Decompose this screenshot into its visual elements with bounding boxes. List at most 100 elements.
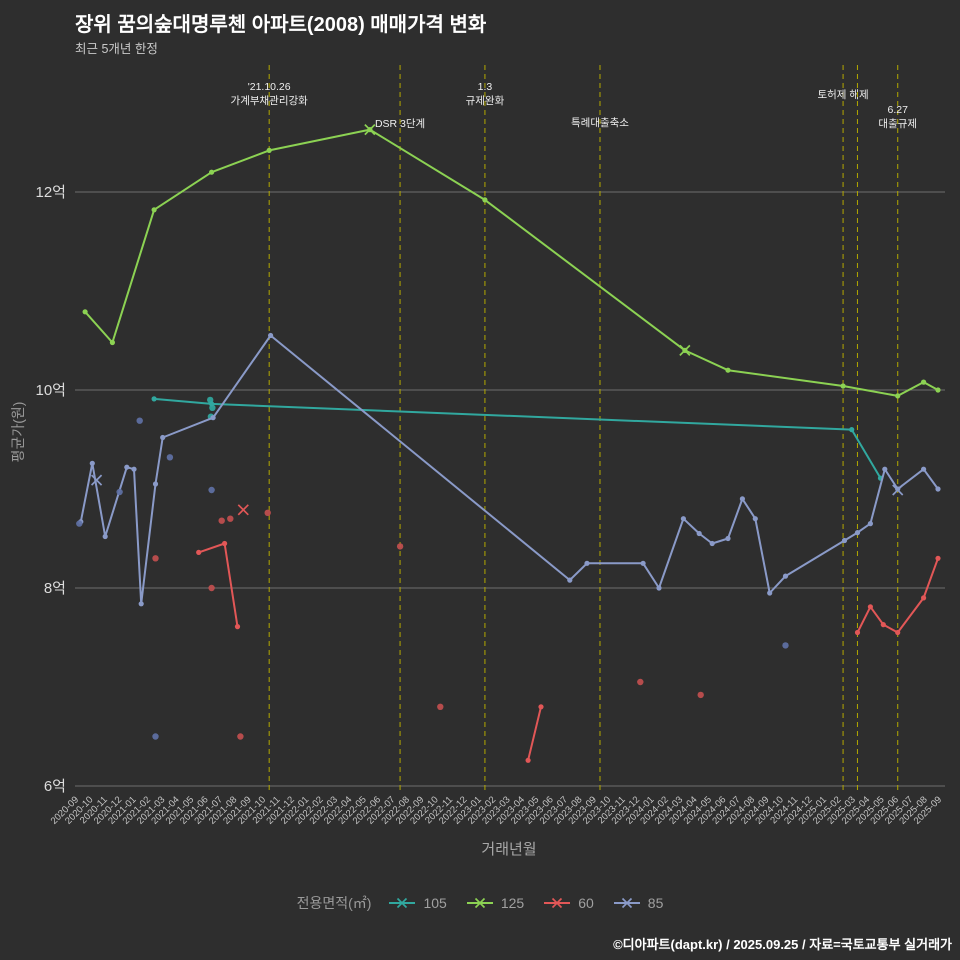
vertex-point	[656, 585, 662, 591]
legend-items: 105 125 60 85	[387, 895, 663, 911]
vertex-point	[752, 516, 758, 522]
transaction-point	[76, 520, 83, 527]
vertex-point	[268, 332, 274, 339]
legend-item-125: 125	[465, 895, 524, 911]
vertex-point	[854, 530, 861, 536]
vertex-point	[840, 383, 846, 389]
legend-item-105: 105	[387, 895, 447, 911]
vertex-point	[538, 704, 544, 710]
transaction-point	[207, 396, 214, 404]
vertex-point	[640, 560, 646, 566]
vertex-point	[482, 197, 488, 203]
transaction-point	[208, 584, 215, 592]
series-105-line	[153, 397, 882, 480]
transaction-point	[152, 555, 159, 562]
legend-marker-icon	[613, 897, 640, 909]
footer-credit: ©디아파트(dapt.kr) / 2025.09.25 / 자료=국토교통부 실…	[613, 937, 952, 952]
event-label: 대출규제	[878, 118, 917, 130]
transaction-point	[208, 486, 215, 494]
vertex-point	[841, 537, 848, 544]
vertex-point	[696, 530, 702, 537]
vertex-point	[680, 516, 687, 522]
vertex-point	[921, 466, 927, 472]
vertex-point	[209, 169, 215, 175]
vertex-point	[160, 434, 166, 441]
y-tick-label: 10억	[36, 382, 67, 399]
transaction-point	[237, 733, 244, 740]
series-125-line	[84, 128, 939, 397]
y-tick-label: 8억	[44, 580, 66, 597]
x-marker	[892, 484, 904, 496]
vertex-point	[525, 757, 531, 763]
page-subtitle: 최근 5개년 한정	[75, 42, 158, 56]
x-marker	[364, 124, 376, 136]
series-85	[76, 332, 941, 740]
series-60-line	[197, 542, 239, 628]
transaction-point	[396, 543, 404, 550]
vertex-point	[222, 540, 228, 547]
vertex-point	[895, 393, 901, 399]
vertex-point	[138, 601, 144, 607]
vertex-point	[921, 595, 927, 601]
transaction-point	[166, 454, 174, 461]
series-125	[82, 124, 941, 399]
vertex-point	[266, 147, 272, 153]
y-tick-label: 12억	[36, 184, 67, 201]
x-axis-title: 거래년월	[481, 841, 537, 858]
vertex-point	[196, 549, 202, 556]
legend-item-label: 105	[423, 895, 447, 911]
vertex-point	[854, 629, 861, 636]
event-label: DSR 3단계	[375, 118, 425, 130]
gridlines: 6억 8억 10억 12억	[36, 184, 945, 795]
vertex-point	[725, 535, 731, 542]
transaction-point	[152, 733, 159, 740]
y-tick-label: 6억	[44, 778, 66, 795]
vertex-point	[782, 573, 789, 579]
legend-item-label: 125	[500, 895, 525, 911]
legend-marker-icon	[544, 897, 571, 909]
legend-item-label: 85	[647, 895, 664, 911]
vertex-point	[151, 207, 157, 213]
legend-item-60: 60	[542, 895, 594, 911]
vertex-point	[880, 622, 886, 628]
x-marker	[90, 474, 103, 486]
event-label: 특례대출축소	[571, 117, 629, 129]
vertex-point	[882, 466, 888, 472]
vertex-point	[867, 604, 874, 610]
event-label: 토허제 해제	[817, 88, 868, 101]
vertex-point	[584, 560, 590, 566]
page-title: 장위 꿈의숲대명루첸 아파트(2008) 매매가격 변화	[75, 14, 487, 36]
x-tick-labels: 2020-092020-102020-112020-122021-012021-…	[49, 794, 944, 826]
vertex-point	[935, 486, 941, 492]
transaction-point	[637, 678, 644, 686]
event-label: 규제완화	[466, 94, 505, 107]
vertex-point	[935, 555, 941, 561]
vertex-point	[89, 460, 95, 466]
vertex-point	[152, 481, 159, 487]
series-60-line	[856, 557, 939, 634]
event-label: 1.3	[478, 81, 493, 93]
vertex-point	[725, 367, 731, 373]
x-marker	[679, 344, 691, 357]
event-label: 6.27	[888, 104, 909, 116]
vertex-point	[739, 496, 746, 502]
series-60-line	[527, 705, 542, 762]
vertex-point	[935, 387, 941, 393]
series-60	[152, 504, 941, 763]
y-axis-title: 평균가(원)	[10, 401, 26, 463]
transaction-point	[218, 517, 225, 524]
vertex-point	[151, 396, 157, 402]
transaction-point	[782, 642, 789, 649]
legend-title: 전용면적(㎡)	[296, 895, 372, 911]
transaction-point	[437, 703, 444, 710]
vertex-point	[102, 533, 108, 540]
x-marker	[237, 504, 249, 516]
transaction-point	[116, 488, 123, 496]
vertex-point	[767, 590, 773, 596]
vertex-point	[109, 339, 115, 346]
vertex-point	[895, 629, 901, 636]
vertex-point	[131, 466, 137, 472]
